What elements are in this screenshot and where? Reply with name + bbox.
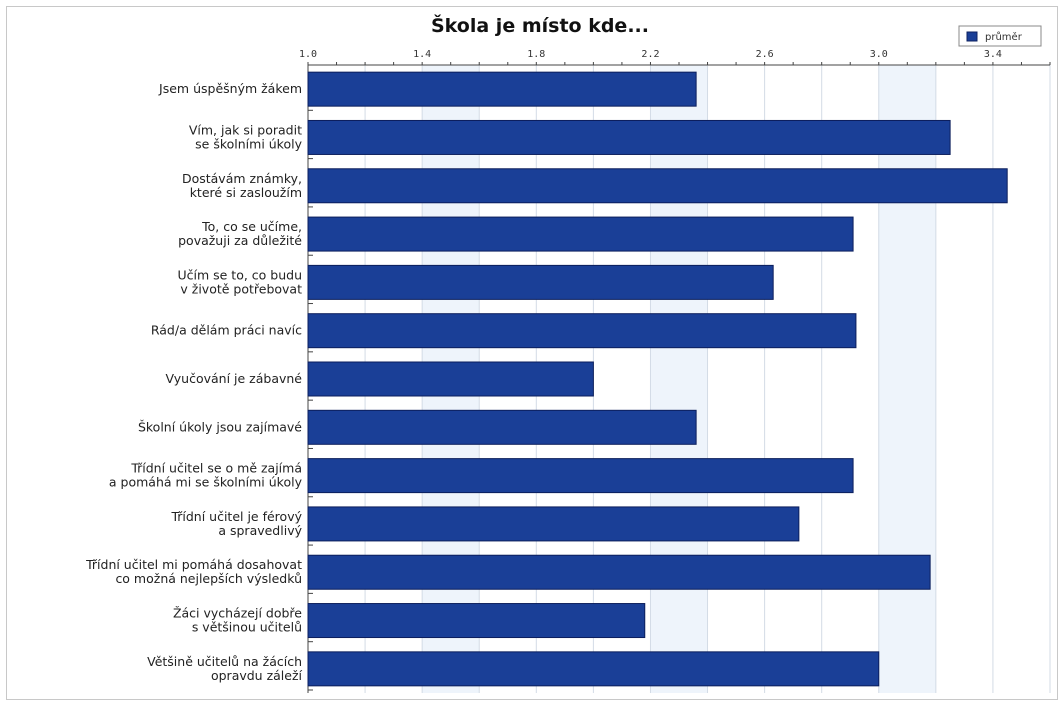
legend-box [958,25,1042,47]
bar [307,361,594,397]
chart-frame: Škola je místo kde... 1.0 1.4 1.8 2.2 2.6 3.0… [6,6,1058,700]
category-label: a spravedlivý [218,523,302,538]
x-tick-label: 1.4 [413,49,431,60]
bar-chart: Škola je místo kde... 1.0 1.4 1.8 2.2 2.6 3.0… [85,13,1051,693]
category-label: v životě potřebovat [180,281,302,296]
bar [307,168,1008,204]
category-label: Třídní učitel se o mě zajímá [130,461,302,476]
category-label: Školní úkoly jsou zajímavé [138,419,302,434]
bar [307,71,697,107]
category-label: To, co se učíme, [201,219,302,234]
category-label: Třídní učitel mi pomáhá dosahovat [85,557,302,572]
bar [307,409,697,445]
category-label: a pomáhá mi se školními úkoly [109,475,303,490]
bar [307,506,800,542]
category-label: považuji za důležité [178,233,302,248]
category-label: Rád/a dělám práci navíc [151,323,302,338]
category-label: Učím se to, co budu [177,267,302,282]
bar [307,264,774,300]
bar [307,554,931,590]
category-label: s většinou učitelů [192,620,302,635]
category-label: co možná nejlepších výsledků [115,571,302,586]
grid-band [650,65,708,693]
legend: průměr [958,25,1042,47]
x-tick-label: 3.0 [870,49,888,60]
category-label: Dostávám známky, [182,171,302,186]
x-tick-label: 2.6 [756,49,774,60]
category-label: Vím, jak si poradit [189,122,302,137]
bar [307,458,854,494]
x-tick-label: 3.4 [984,49,1002,60]
x-tick-label: 1.0 [299,49,317,60]
legend-label: průměr [985,31,1023,43]
category-label: které si zasloužím [190,185,302,200]
bar [307,119,951,155]
category-label: Jsem úspěšným žákem [158,81,302,96]
category-label: se školními úkoly [195,136,302,151]
category-label: Třídní učitel je férový [170,509,302,524]
bar [307,603,646,639]
grid-band [878,65,936,693]
legend-swatch [966,31,978,42]
x-tick-label: 2.2 [641,49,659,60]
bar [307,216,854,252]
category-label: Vyučování je zábavné [166,371,303,386]
category-label: Většině učitelů na žácích [147,654,302,669]
bar [307,651,880,687]
category-label: opravdu záleží [211,668,303,683]
x-tick-label: 1.8 [527,49,545,60]
chart-title: Škola je místo kde... [431,13,649,37]
category-label: Žáci vycházejí dobře [173,606,302,621]
bar [307,313,857,349]
